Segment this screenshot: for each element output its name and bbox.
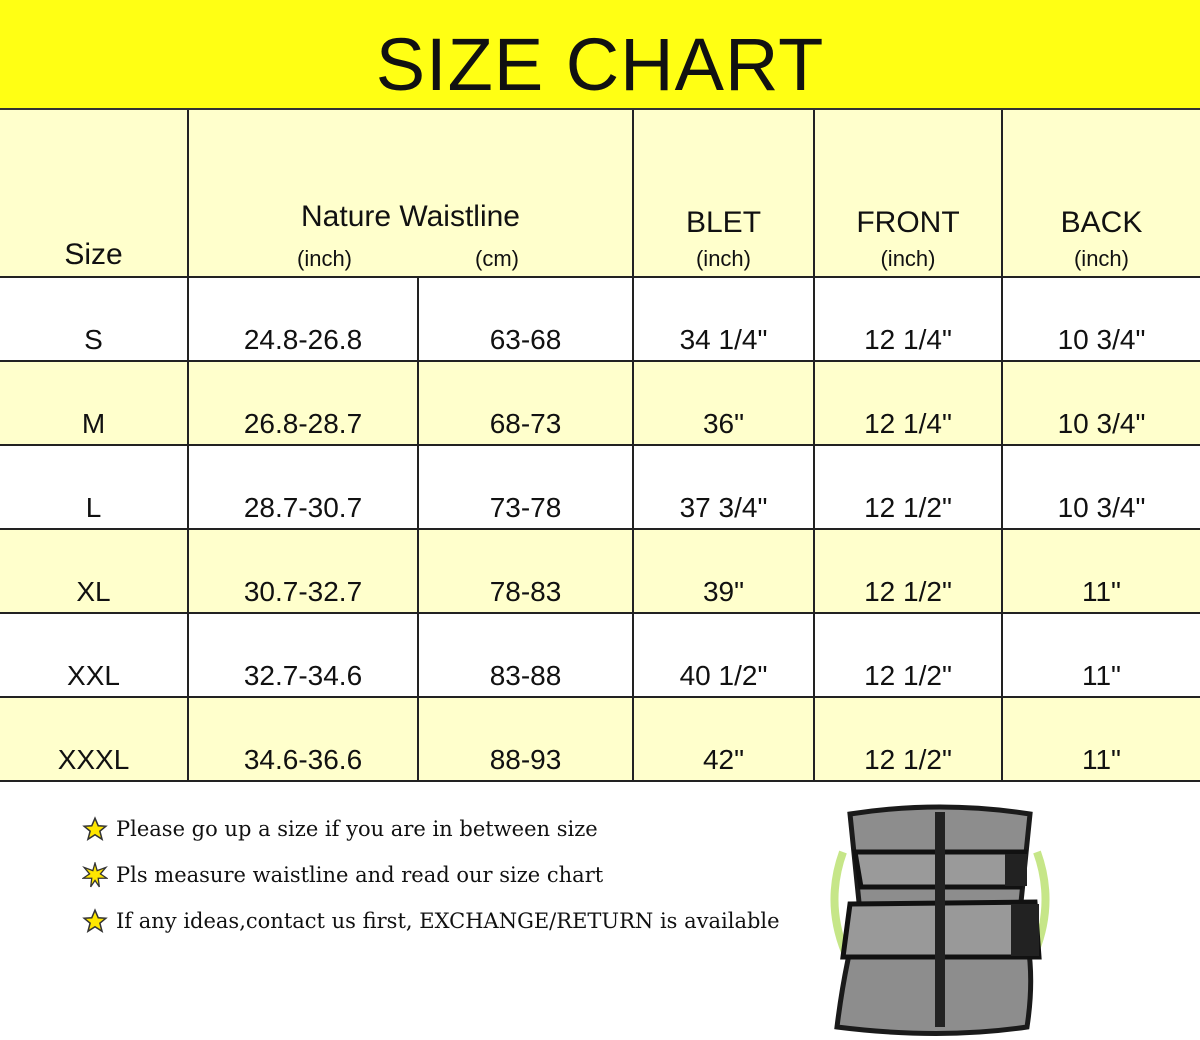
header-row: Size Nature Waistline (inch) (cm) BLET (i… bbox=[0, 110, 1200, 278]
table-row: XXXL 34.6-36.6 88-93 42" 12 1/2" 11" bbox=[0, 696, 1200, 782]
star-icon bbox=[82, 908, 108, 933]
cell-size: L bbox=[0, 444, 189, 530]
cell-front: 12 1/4" bbox=[813, 276, 1003, 362]
table-row: L 28.7-30.7 73-78 37 3/4" 12 1/2" 10 3/4" bbox=[0, 444, 1200, 530]
cell-front: 12 1/2" bbox=[813, 444, 1003, 530]
table-row: M 26.8-28.7 68-73 36" 12 1/4" 10 3/4" bbox=[0, 360, 1200, 446]
cell-back: 10 3/4" bbox=[1001, 276, 1200, 362]
cell-size: XXL bbox=[0, 612, 189, 698]
belt-unit: (inch) bbox=[695, 246, 751, 271]
cell-size: M bbox=[0, 360, 189, 446]
title-band: SIZE CHART bbox=[0, 0, 1200, 110]
cell-size: S bbox=[0, 276, 189, 362]
cell-belt: 40 1/2" bbox=[632, 612, 815, 698]
front-unit: (inch) bbox=[880, 246, 936, 271]
cell-belt: 36" bbox=[632, 360, 815, 446]
note-text: Pls measure waistline and read our size … bbox=[116, 863, 604, 887]
table-row: XXL 32.7-34.6 83-88 40 1/2" 12 1/2" 11" bbox=[0, 612, 1200, 698]
notes-list: Please go up a size if you are in betwee… bbox=[82, 806, 780, 944]
cell-cm: 83-88 bbox=[417, 612, 634, 698]
cell-back: 10 3/4" bbox=[1001, 360, 1200, 446]
back-label: BACK bbox=[1060, 206, 1143, 239]
cell-inch: 26.8-28.7 bbox=[187, 360, 419, 446]
waistline-label: Nature Waistline bbox=[301, 200, 520, 233]
cell-front: 12 1/2" bbox=[813, 612, 1003, 698]
cell-size: XL bbox=[0, 528, 189, 614]
cell-size: XXXL bbox=[0, 696, 189, 782]
table-row: S 24.8-26.8 63-68 34 1/4" 12 1/4" 10 3/4" bbox=[0, 276, 1200, 362]
belt-label: BLET bbox=[685, 206, 762, 239]
cell-back: 10 3/4" bbox=[1001, 444, 1200, 530]
cell-cm: 78-83 bbox=[417, 528, 634, 614]
cell-belt: 34 1/4" bbox=[632, 276, 815, 362]
size-chart-table: Size Nature Waistline (inch) (cm) BLET (i… bbox=[0, 110, 1200, 782]
back-unit: (inch) bbox=[1073, 246, 1129, 271]
cell-front: 12 1/2" bbox=[813, 528, 1003, 614]
note-item: Please go up a size if you are in betwee… bbox=[82, 806, 780, 852]
cell-belt: 37 3/4" bbox=[632, 444, 815, 530]
cell-back: 11" bbox=[1001, 696, 1200, 782]
header-back: BACK (inch) bbox=[1001, 110, 1200, 278]
header-belt: BLET (inch) bbox=[632, 110, 815, 278]
front-label: FRONT bbox=[856, 206, 960, 239]
note-item: If any ideas,contact us first, EXCHANGE/… bbox=[82, 898, 780, 944]
waist-cm-unit: (cm) bbox=[475, 246, 519, 271]
page-title: SIZE CHART bbox=[375, 23, 825, 106]
header-size: Size bbox=[0, 110, 189, 278]
cell-back: 11" bbox=[1001, 612, 1200, 698]
note-item: Pls measure waistline and read our size … bbox=[82, 852, 780, 898]
header-front: FRONT (inch) bbox=[813, 110, 1003, 278]
table-row: XL 30.7-32.7 78-83 39" 12 1/2" 11" bbox=[0, 528, 1200, 614]
cell-inch: 32.7-34.6 bbox=[187, 612, 419, 698]
cell-cm: 63-68 bbox=[417, 276, 634, 362]
cell-belt: 42" bbox=[632, 696, 815, 782]
cell-belt: 39" bbox=[632, 528, 815, 614]
note-text: Please go up a size if you are in betwee… bbox=[116, 817, 598, 841]
cell-cm: 88-93 bbox=[417, 696, 634, 782]
cell-cm: 73-78 bbox=[417, 444, 634, 530]
cell-inch: 34.6-36.6 bbox=[187, 696, 419, 782]
star-icon bbox=[82, 816, 108, 841]
cell-inch: 30.7-32.7 bbox=[187, 528, 419, 614]
waist-trainer-image bbox=[830, 804, 1050, 1036]
note-text: If any ideas,contact us first, EXCHANGE/… bbox=[116, 909, 780, 933]
cell-back: 11" bbox=[1001, 528, 1200, 614]
header-waistline: Nature Waistline (inch) (cm) bbox=[187, 110, 634, 278]
cell-front: 12 1/2" bbox=[813, 696, 1003, 782]
cell-front: 12 1/4" bbox=[813, 360, 1003, 446]
waist-inch-unit: (inch) bbox=[297, 246, 353, 271]
cell-inch: 28.7-30.7 bbox=[187, 444, 419, 530]
star-burst-icon bbox=[82, 862, 108, 888]
cell-cm: 68-73 bbox=[417, 360, 634, 446]
cell-inch: 24.8-26.8 bbox=[187, 276, 419, 362]
